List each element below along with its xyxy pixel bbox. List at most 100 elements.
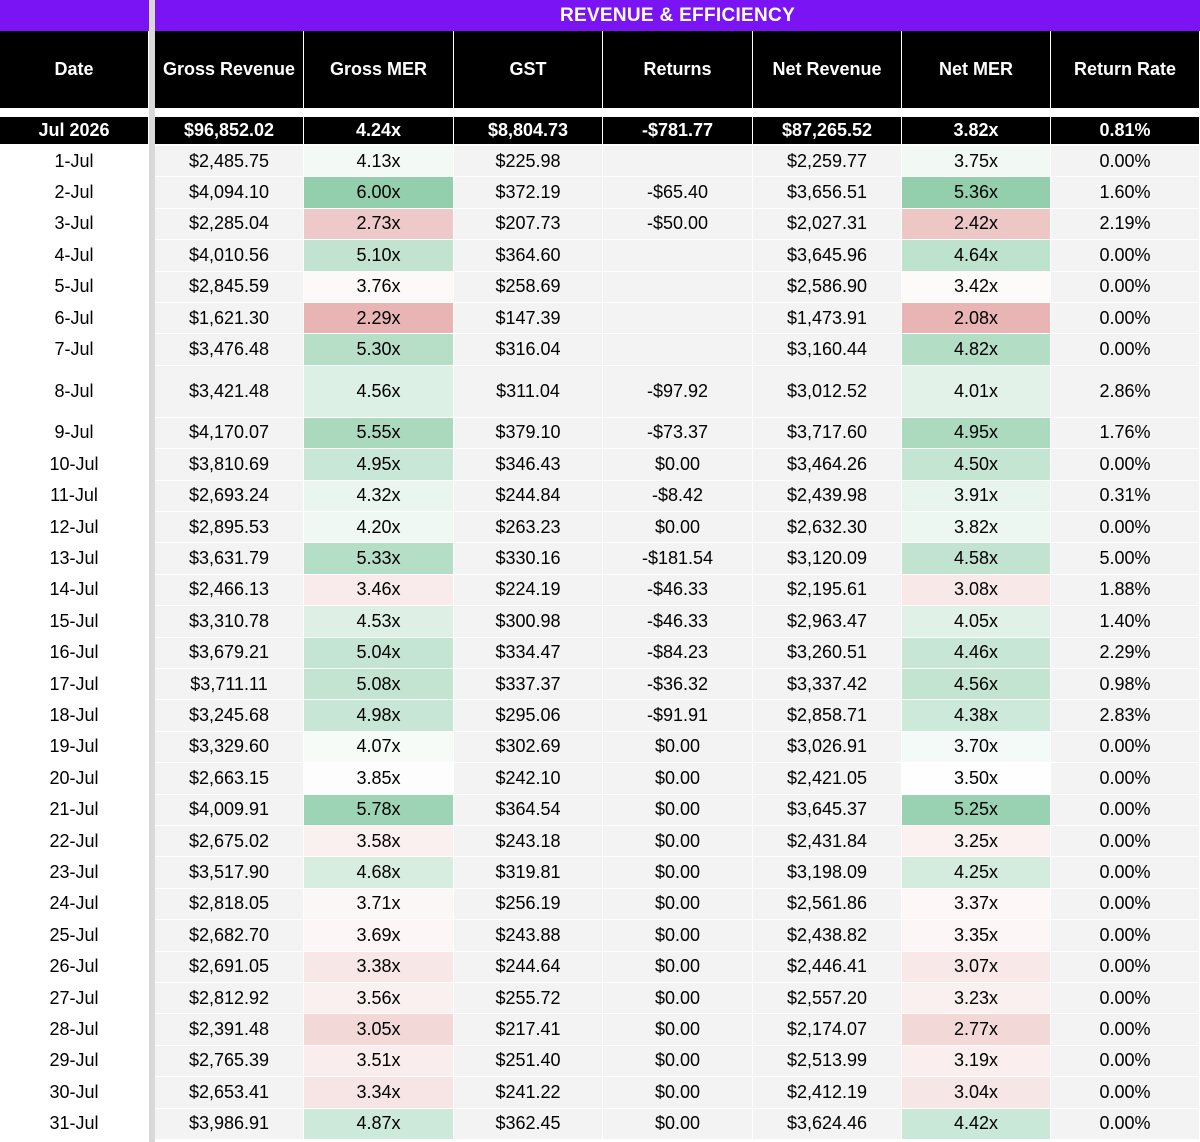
cell-date[interactable]: 1-Jul <box>0 146 149 178</box>
cell-returns[interactable]: $0.00 <box>603 888 753 921</box>
cell-returns[interactable]: $0.00 <box>603 1014 753 1046</box>
cell-net-revenue[interactable]: $2,557.20 <box>753 983 902 1015</box>
cell-gst[interactable]: $207.73 <box>454 208 603 241</box>
cell-gst[interactable]: $217.41 <box>454 1014 603 1046</box>
cell-net-mer[interactable]: 3.25x <box>902 826 1051 858</box>
cell-gross-mer[interactable]: 4.53x <box>304 606 454 638</box>
cell-gross-revenue[interactable]: $2,693.24 <box>155 480 304 512</box>
cell-returns[interactable] <box>603 303 753 335</box>
total-gross-revenue[interactable]: $96,852.02 <box>155 117 304 145</box>
cell-return-rate[interactable]: 0.00% <box>1051 857 1200 889</box>
total-gross-mer[interactable]: 4.24x <box>304 117 454 145</box>
cell-net-mer[interactable]: 3.07x <box>902 951 1051 983</box>
cell-gross-revenue[interactable]: $1,621.30 <box>155 303 304 335</box>
cell-gst[interactable]: $258.69 <box>454 271 603 303</box>
cell-date[interactable]: 31-Jul <box>0 1108 149 1140</box>
cell-gross-mer[interactable]: 3.38x <box>304 951 454 983</box>
cell-gross-revenue[interactable]: $2,675.02 <box>155 826 304 858</box>
cell-gst[interactable]: $224.19 <box>454 574 603 607</box>
cell-returns[interactable]: $0.00 <box>603 763 753 795</box>
cell-returns[interactable]: -$181.54 <box>603 543 753 575</box>
cell-net-revenue[interactable]: $2,561.86 <box>753 888 902 921</box>
cell-return-rate[interactable]: 0.00% <box>1051 1108 1200 1140</box>
cell-gross-mer[interactable]: 5.30x <box>304 334 454 366</box>
cell-return-rate[interactable]: 0.00% <box>1051 951 1200 983</box>
cell-net-revenue[interactable]: $2,431.84 <box>753 826 902 858</box>
cell-gross-mer[interactable]: 5.10x <box>304 240 454 272</box>
cell-return-rate[interactable]: 0.00% <box>1051 1077 1200 1109</box>
cell-return-rate[interactable]: 2.19% <box>1051 208 1200 241</box>
cell-net-mer[interactable]: 2.08x <box>902 303 1051 335</box>
cell-net-revenue[interactable]: $2,513.99 <box>753 1045 902 1078</box>
cell-net-mer[interactable]: 3.04x <box>902 1077 1051 1109</box>
cell-date[interactable]: 5-Jul <box>0 271 149 303</box>
total-date[interactable]: Jul 2026 <box>0 117 149 145</box>
cell-return-rate[interactable]: 2.83% <box>1051 700 1200 732</box>
cell-gross-mer[interactable]: 5.78x <box>304 794 454 826</box>
cell-returns[interactable]: -$73.37 <box>603 417 753 450</box>
cell-date[interactable]: 20-Jul <box>0 763 149 795</box>
cell-net-mer[interactable]: 3.35x <box>902 920 1051 952</box>
cell-net-mer[interactable]: 4.50x <box>902 449 1051 481</box>
cell-date[interactable]: 28-Jul <box>0 1014 149 1046</box>
cell-date[interactable]: 16-Jul <box>0 637 149 669</box>
cell-gross-revenue[interactable]: $3,476.48 <box>155 334 304 366</box>
cell-gross-mer[interactable]: 5.08x <box>304 669 454 701</box>
cell-net-revenue[interactable]: $2,259.77 <box>753 146 902 178</box>
cell-gst[interactable]: $362.45 <box>454 1108 603 1140</box>
cell-gross-revenue[interactable]: $3,810.69 <box>155 449 304 481</box>
cell-return-rate[interactable]: 0.00% <box>1051 449 1200 481</box>
cell-gross-revenue[interactable]: $2,466.13 <box>155 574 304 607</box>
cell-return-rate[interactable]: 1.88% <box>1051 574 1200 607</box>
cell-net-mer[interactable]: 2.42x <box>902 208 1051 241</box>
cell-gross-mer[interactable]: 3.56x <box>304 983 454 1015</box>
cell-net-mer[interactable]: 5.25x <box>902 794 1051 826</box>
cell-gst[interactable]: $334.47 <box>454 637 603 669</box>
cell-gst[interactable]: $242.10 <box>454 763 603 795</box>
cell-returns[interactable]: -$65.40 <box>603 177 753 209</box>
cell-gross-revenue[interactable]: $3,986.91 <box>155 1108 304 1140</box>
cell-net-revenue[interactable]: $2,438.82 <box>753 920 902 952</box>
header-net-revenue[interactable]: Net Revenue <box>753 31 902 108</box>
cell-net-revenue[interactable]: $3,464.26 <box>753 449 902 481</box>
cell-gross-mer[interactable]: 4.13x <box>304 146 454 178</box>
cell-return-rate[interactable]: 0.00% <box>1051 1045 1200 1078</box>
cell-gross-revenue[interactable]: $2,845.59 <box>155 271 304 303</box>
cell-net-mer[interactable]: 4.42x <box>902 1108 1051 1140</box>
cell-net-revenue[interactable]: $2,439.98 <box>753 480 902 512</box>
cell-return-rate[interactable]: 0.00% <box>1051 794 1200 826</box>
cell-date[interactable]: 14-Jul <box>0 574 149 607</box>
cell-returns[interactable]: $0.00 <box>603 857 753 889</box>
cell-gross-mer[interactable]: 5.55x <box>304 417 454 450</box>
cell-gross-revenue[interactable]: $2,691.05 <box>155 951 304 983</box>
cell-gst[interactable]: $241.22 <box>454 1077 603 1109</box>
cell-net-revenue[interactable]: $3,012.52 <box>753 365 902 418</box>
cell-gross-mer[interactable]: 4.20x <box>304 512 454 544</box>
cell-returns[interactable]: -$46.33 <box>603 606 753 638</box>
cell-return-rate[interactable]: 0.00% <box>1051 763 1200 795</box>
cell-returns[interactable] <box>603 334 753 366</box>
cell-date[interactable]: 25-Jul <box>0 920 149 952</box>
cell-net-revenue[interactable]: $2,632.30 <box>753 512 902 544</box>
cell-return-rate[interactable]: 0.00% <box>1051 303 1200 335</box>
cell-net-mer[interactable]: 4.25x <box>902 857 1051 889</box>
cell-gross-mer[interactable]: 3.71x <box>304 888 454 921</box>
cell-gross-revenue[interactable]: $4,010.56 <box>155 240 304 272</box>
cell-gst[interactable]: $225.98 <box>454 146 603 178</box>
header-gst[interactable]: GST <box>454 31 603 108</box>
cell-net-mer[interactable]: 3.08x <box>902 574 1051 607</box>
cell-date[interactable]: 27-Jul <box>0 983 149 1015</box>
cell-net-revenue[interactable]: $1,473.91 <box>753 303 902 335</box>
cell-returns[interactable]: $0.00 <box>603 731 753 764</box>
cell-gross-mer[interactable]: 3.85x <box>304 763 454 795</box>
cell-gst[interactable]: $372.19 <box>454 177 603 209</box>
cell-date[interactable]: 10-Jul <box>0 449 149 481</box>
cell-gst[interactable]: $319.81 <box>454 857 603 889</box>
cell-date[interactable]: 13-Jul <box>0 543 149 575</box>
cell-return-rate[interactable]: 0.00% <box>1051 512 1200 544</box>
cell-net-mer[interactable]: 4.05x <box>902 606 1051 638</box>
cell-return-rate[interactable]: 0.00% <box>1051 334 1200 366</box>
cell-date[interactable]: 4-Jul <box>0 240 149 272</box>
cell-gross-mer[interactable]: 3.46x <box>304 574 454 607</box>
cell-gross-revenue[interactable]: $4,094.10 <box>155 177 304 209</box>
